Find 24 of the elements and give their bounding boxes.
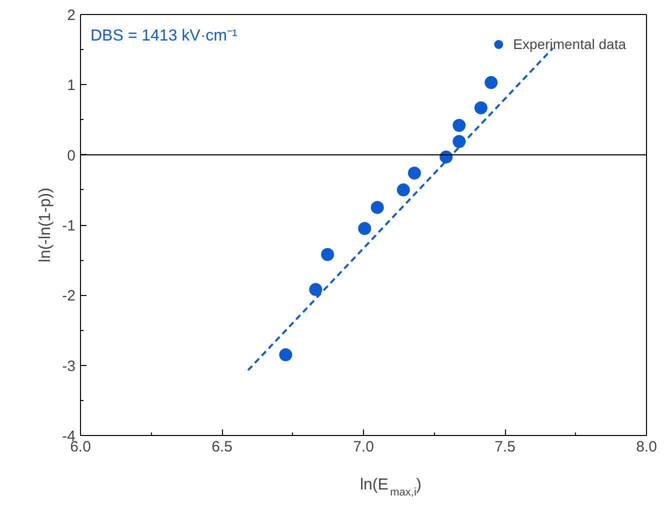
x-tick-label: 7.0: [353, 438, 374, 456]
point: [474, 101, 488, 114]
point: [484, 76, 498, 90]
annotation: DBS = 1413 kV·cm⁻¹: [90, 28, 238, 44]
y-tick-label: 1: [67, 77, 76, 94]
legend-label: Experimental data: [513, 36, 626, 52]
point: [408, 166, 421, 180]
x-tick-label: 8.0: [636, 438, 657, 456]
point: [370, 200, 384, 214]
y-tick-label: -1: [62, 218, 76, 234]
y-tick-label: -2: [62, 288, 76, 305]
point: [279, 348, 292, 362]
x-tick-label: 6.5: [212, 438, 232, 456]
point: [452, 135, 466, 148]
x-tick-label: 7.5: [494, 438, 516, 456]
y-tick-label: -3: [62, 358, 76, 375]
point: [309, 283, 322, 296]
point: [396, 183, 410, 196]
y-tick-label: 2: [67, 7, 76, 24]
point: [452, 118, 466, 132]
point: [321, 248, 334, 261]
point: [358, 222, 372, 235]
y-axis-title: ln(-ln(1-p)): [37, 188, 54, 262]
y-tick-label: 0: [67, 147, 76, 164]
